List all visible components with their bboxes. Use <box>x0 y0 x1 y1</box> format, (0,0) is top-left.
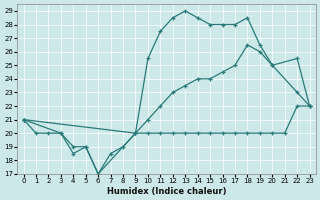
X-axis label: Humidex (Indice chaleur): Humidex (Indice chaleur) <box>107 187 226 196</box>
